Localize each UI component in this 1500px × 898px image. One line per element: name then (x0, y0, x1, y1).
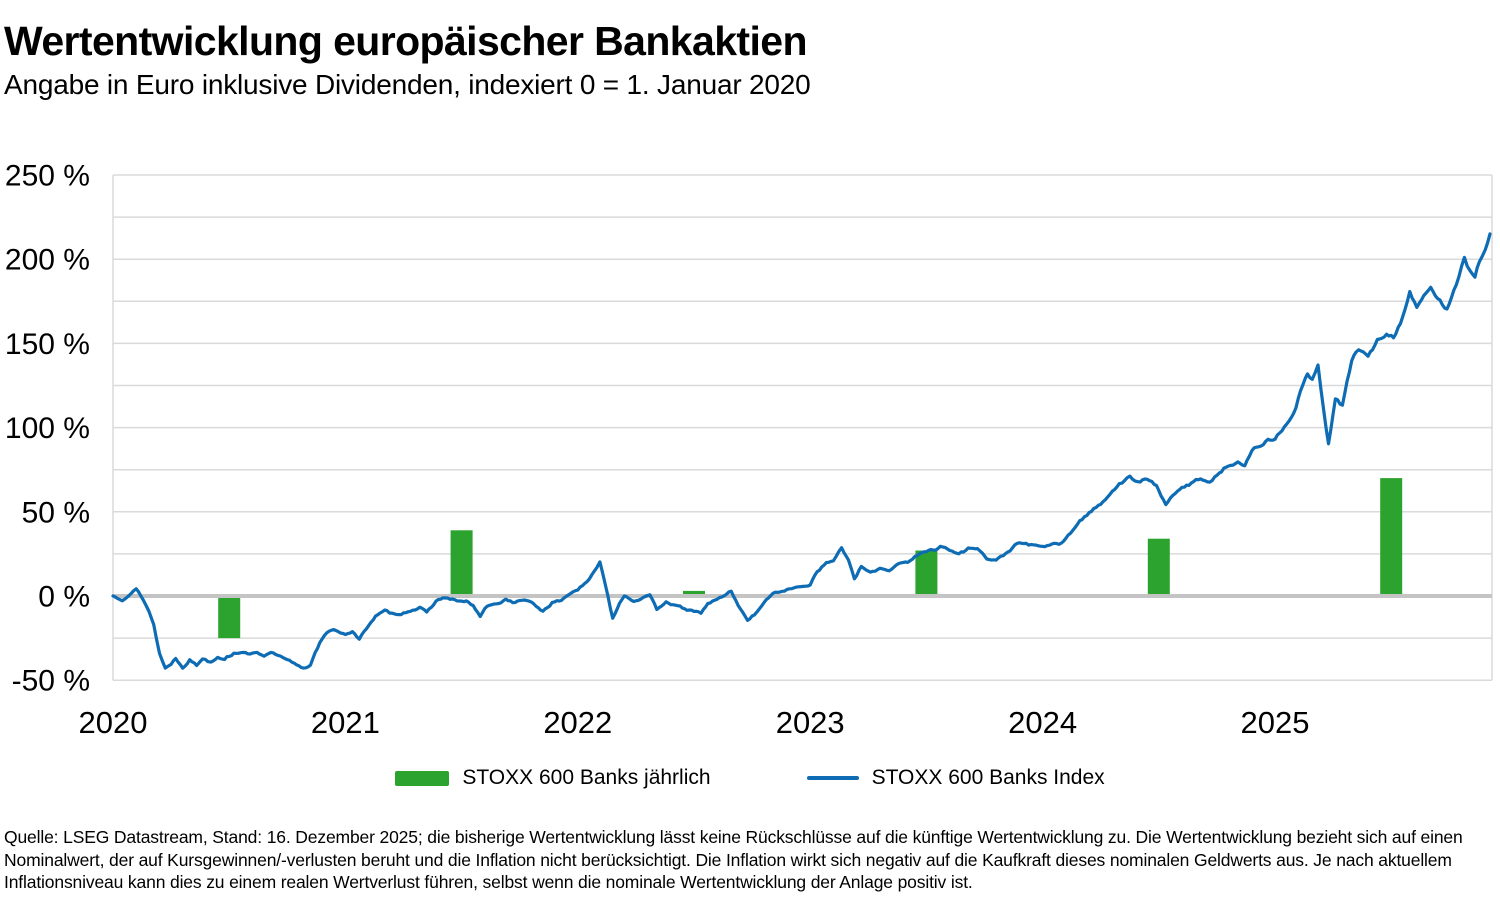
x-tick-label: 2023 (776, 705, 845, 740)
x-tick-label: 2025 (1241, 705, 1310, 740)
bar-2022 (683, 590, 705, 596)
y-tick-label: 250 % (5, 160, 90, 193)
bar-2023 (915, 550, 938, 596)
performance-chart: 250 % 200 % 150 % 100 % 50 % 0 % -50 % 2020 2021… (5, 160, 1493, 740)
y-tick-label: 100 % (5, 412, 90, 445)
bar-2025 (1380, 478, 1403, 596)
bar-series-swatch (395, 770, 450, 786)
bar-2024 (1147, 538, 1170, 596)
legend-item-bars: STOXX 600 Banks jährlich (395, 766, 711, 790)
x-tick-label: 2020 (79, 705, 148, 740)
y-tick-label: 50 % (22, 496, 90, 529)
chart-legend: STOXX 600 Banks jährlich STOXX 600 Banks… (0, 766, 1500, 790)
legend-label-bars: STOXX 600 Banks jährlich (462, 766, 711, 789)
bar-2021 (450, 530, 473, 596)
page-subtitle: Angabe in Euro inklusive Dividenden, ind… (4, 69, 811, 100)
bar-2020 (218, 596, 241, 639)
page-title: Wertentwicklung europäischer Bankaktien (4, 18, 808, 64)
y-tick-label: -50 % (12, 665, 90, 698)
legend-label-line: STOXX 600 Banks Index (871, 766, 1105, 789)
x-tick-label: 2021 (311, 705, 380, 740)
x-tick-label: 2024 (1008, 705, 1077, 740)
x-tick-label: 2022 (543, 705, 612, 740)
line-series-swatch (806, 776, 859, 780)
source-footnote: Quelle: LSEG Datastream, Stand: 16. Deze… (4, 827, 1463, 893)
y-tick-label: 150 % (5, 328, 90, 361)
legend-item-line: STOXX 600 Banks Index (806, 766, 1105, 790)
y-tick-label: 0 % (38, 581, 90, 614)
y-tick-label: 200 % (5, 244, 90, 277)
index-line (111, 232, 1492, 670)
